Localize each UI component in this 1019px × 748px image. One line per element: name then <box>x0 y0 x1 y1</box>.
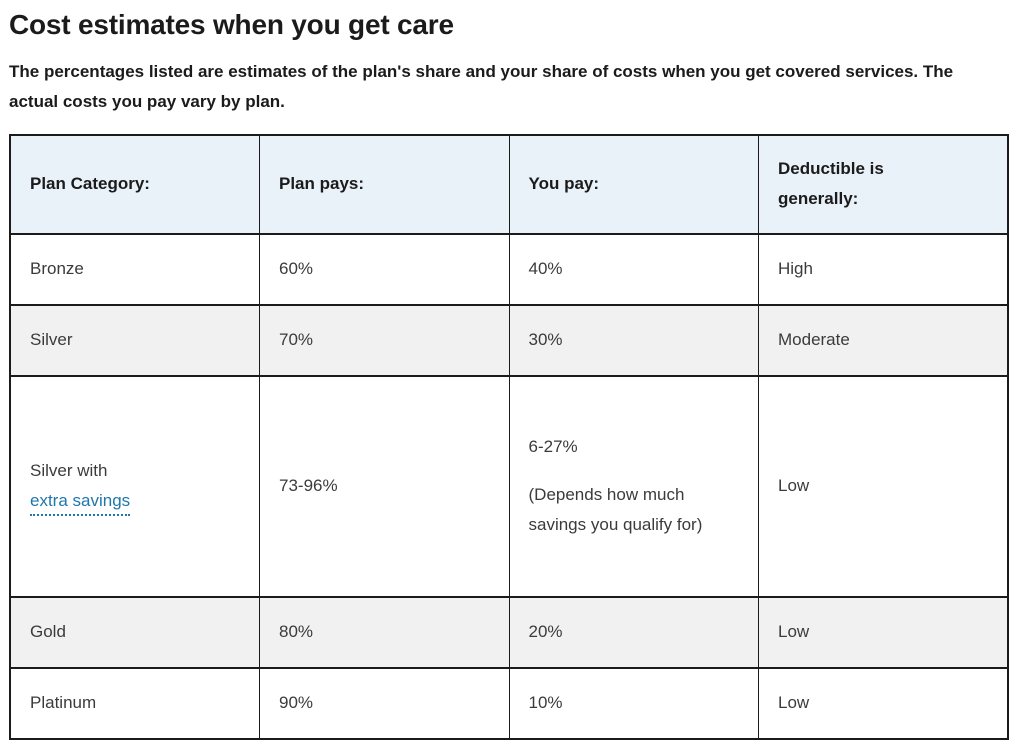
cell-plan-category: Platinum <box>9 666 260 740</box>
column-header-plan-pays: Plan pays: <box>259 133 510 235</box>
table-body: Bronze 60% 40% High Silver 70% 30% Moder… <box>9 232 1009 740</box>
cell-deductible: Low <box>758 595 1009 669</box>
column-header-label: Plan pays: <box>279 174 365 194</box>
cell-plan-pays: 80% <box>259 595 510 669</box>
cell-plan-category: Silver <box>9 303 260 377</box>
cell-plan-pays: 60% <box>259 232 510 306</box>
cell-deductible: Low <box>758 374 1009 598</box>
column-header-label: Deductible is generally: <box>778 159 884 209</box>
cell-you-pay: 40% <box>508 232 759 306</box>
cell-you-pay: 10% <box>508 666 759 740</box>
cell-plan-pays: 70% <box>259 303 510 377</box>
table-row-bronze: Bronze 60% 40% High <box>9 232 1009 306</box>
column-header-deductible: Deductible is generally: <box>758 133 1009 235</box>
cell-plan-category: Bronze <box>9 232 260 306</box>
table-row-silver-extra-savings: Silver with extra savings 73-96% 6-27% (… <box>9 374 1009 598</box>
plan-cost-table: Plan Category: Plan pays: You pay: Deduc… <box>9 133 1009 740</box>
cell-deductible: Low <box>758 666 1009 740</box>
table-header: Plan Category: Plan pays: You pay: Deduc… <box>9 133 1009 235</box>
cell-deductible: High <box>758 232 1009 306</box>
you-pay-note: (Depends how much savings you qualify fo… <box>528 485 703 534</box>
column-header-you-pay: You pay: <box>508 133 759 235</box>
intro-text: The percentages listed are estimates of … <box>9 61 954 111</box>
table-row-silver: Silver 70% 30% Moderate <box>9 303 1009 377</box>
column-header-plan-category: Plan Category: <box>9 133 260 235</box>
cell-plan-category: Gold <box>9 595 260 669</box>
cell-deductible: Moderate <box>758 303 1009 377</box>
extra-savings-link[interactable]: extra savings <box>30 490 131 517</box>
page-title: Cost estimates when you get care <box>9 9 454 40</box>
header-row: Plan Category: Plan pays: You pay: Deduc… <box>9 133 1009 235</box>
cell-plan-category: Silver with extra savings <box>9 374 260 598</box>
column-header-label: You pay: <box>528 174 600 194</box>
cell-you-pay: 6-27% (Depends how much savings you qual… <box>508 374 759 598</box>
cell-plan-pays: 90% <box>259 666 510 740</box>
table-row-platinum: Platinum 90% 10% Low <box>9 666 1009 740</box>
cell-you-pay: 30% <box>508 303 759 377</box>
cell-you-pay: 20% <box>508 595 759 669</box>
you-pay-value: 6-27% <box>528 437 578 457</box>
cell-plan-pays: 73-96% <box>259 374 510 598</box>
table-row-gold: Gold 80% 20% Low <box>9 595 1009 669</box>
plan-category-text: Silver with <box>30 461 108 481</box>
column-header-label: Plan Category: <box>30 174 150 194</box>
